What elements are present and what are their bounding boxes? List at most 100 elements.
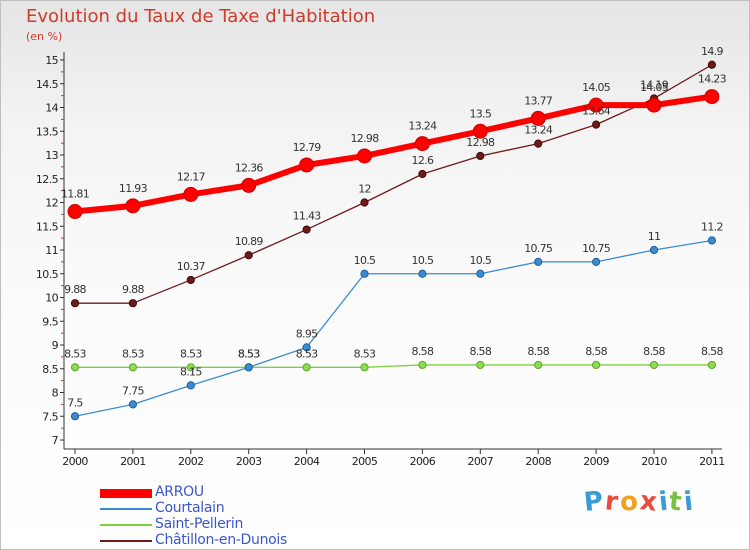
data-point <box>360 363 369 372</box>
data-point <box>70 363 80 372</box>
data-label: 13.24 <box>408 120 437 133</box>
data-label: 8.53 <box>180 347 202 360</box>
x-tick-label: 2003 <box>236 455 262 468</box>
logo-letter: x <box>638 486 661 518</box>
chart-title: Evolution du Taux de Taxe d'Habitation <box>26 6 376 27</box>
y-tick-label: 8.5 <box>42 363 58 376</box>
data-label: 12.6 <box>412 154 434 167</box>
y-tick-label: 14 <box>45 102 58 115</box>
data-point <box>592 360 601 370</box>
data-point <box>592 120 601 129</box>
data-label: 8.58 <box>469 345 491 358</box>
data-label: 13.5 <box>469 107 491 120</box>
data-point <box>418 169 427 179</box>
y-tick-label: 12.5 <box>36 173 59 186</box>
data-point <box>125 198 141 214</box>
data-label: 8.95 <box>296 327 318 340</box>
data-point <box>128 299 137 308</box>
data-label: 10.89 <box>235 235 264 248</box>
y-tick-label: 7.5 <box>42 410 58 423</box>
data-point <box>534 139 543 148</box>
x-tick-label: 2005 <box>352 455 378 468</box>
data-point <box>186 275 195 285</box>
data-point <box>70 299 80 308</box>
data-point <box>704 89 720 105</box>
data-point <box>299 157 315 173</box>
data-label: 10.5 <box>469 254 491 267</box>
series-line-Courtalain <box>74 239 713 417</box>
legend-label: ARROU <box>155 484 204 500</box>
y-tick-label: 12 <box>45 197 58 210</box>
data-point <box>707 360 717 370</box>
data-point <box>476 360 485 370</box>
data-point <box>707 60 717 69</box>
data-label: 11.2 <box>701 221 723 234</box>
data-label: 8.58 <box>412 345 434 358</box>
data-label: 10.5 <box>354 254 376 267</box>
y-tick-label: 13.5 <box>36 125 59 138</box>
y-tick-label: 11.5 <box>36 220 59 233</box>
data-point <box>241 177 257 193</box>
data-point <box>128 400 137 409</box>
data-label: 10.5 <box>412 254 434 267</box>
data-label: 8.53 <box>296 347 318 360</box>
y-tick-label: 10.5 <box>36 268 59 281</box>
legend-label: Saint-Pellerin <box>155 516 244 532</box>
data-point <box>649 360 659 370</box>
series-line-ARROU <box>74 93 713 215</box>
data-label: 13.64 <box>582 105 611 118</box>
data-label: 8.58 <box>527 345 549 358</box>
legend-label: Courtalain <box>155 500 225 516</box>
proxiti-logo: Proxiti <box>582 486 697 518</box>
x-tick-label: 2007 <box>467 455 493 468</box>
data-label: 8.53 <box>238 347 260 360</box>
y-tick-label: 15 <box>45 54 58 67</box>
data-point <box>70 412 80 421</box>
data-point <box>360 198 369 207</box>
data-label: 7.5 <box>67 396 83 409</box>
data-point <box>649 245 659 255</box>
x-tick-label: 2008 <box>525 455 551 468</box>
y-tick-label: 13 <box>45 149 58 162</box>
data-point <box>67 204 83 220</box>
y-tick-label: 11 <box>45 244 58 257</box>
data-point <box>186 381 195 390</box>
data-label: 8.15 <box>180 365 202 378</box>
data-label: 8.58 <box>585 345 607 358</box>
data-label: 14.05 <box>582 81 611 94</box>
y-tick-label: 9 <box>52 339 59 352</box>
data-label: 12.98 <box>351 132 380 145</box>
legend-swatch <box>100 540 152 542</box>
data-point <box>592 257 601 266</box>
data-label: 13.24 <box>524 124 553 137</box>
data-label: 11.93 <box>119 182 148 195</box>
legend-label: Châtillon-en-Dunois <box>155 532 287 548</box>
data-label: 14.19 <box>640 78 669 91</box>
data-point <box>128 363 137 372</box>
data-label: 12.98 <box>466 136 495 149</box>
data-point <box>418 360 427 370</box>
data-point <box>244 363 253 372</box>
data-label: 8.53 <box>64 347 86 360</box>
data-label: 12.79 <box>293 141 322 154</box>
data-point <box>244 251 253 260</box>
series-line-Saint-Pellerin <box>75 364 712 368</box>
data-point <box>414 136 430 152</box>
data-label: 14.05 <box>640 81 669 94</box>
data-label: 12.17 <box>177 170 206 183</box>
logo-letter: i <box>682 486 697 518</box>
data-label: 10.37 <box>177 260 206 273</box>
y-tick-label: 14.5 <box>36 78 59 91</box>
data-label: 13.77 <box>524 94 553 107</box>
data-label: 8.58 <box>643 345 665 358</box>
data-point <box>360 269 369 278</box>
data-point <box>476 151 485 161</box>
data-label: 11.81 <box>61 188 89 201</box>
data-label: 8.53 <box>122 347 144 360</box>
data-point <box>418 269 427 278</box>
x-tick-label: 2006 <box>410 455 436 468</box>
data-label: 12.36 <box>235 161 264 174</box>
y-tick-label: 9.5 <box>42 315 58 328</box>
data-label: 12 <box>358 183 371 196</box>
